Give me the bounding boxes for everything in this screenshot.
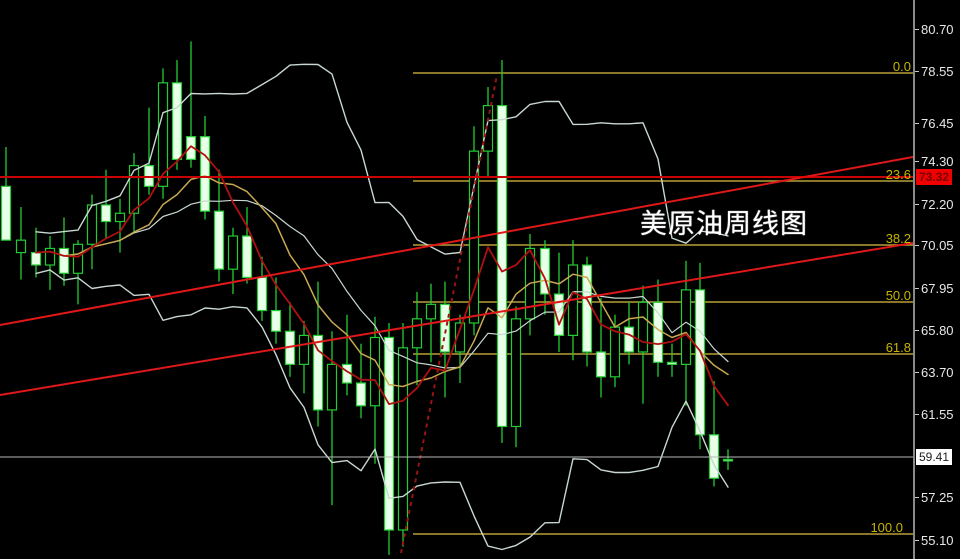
- chart-canvas: [0, 41, 913, 555]
- candle-body[interactable]: [15, 239, 27, 254]
- candle-body[interactable]: [143, 165, 155, 187]
- candle-body[interactable]: [241, 235, 253, 279]
- candlestick-series: [0, 41, 734, 555]
- axis-tick-mark: [915, 414, 919, 415]
- axis-tick-mark: [915, 161, 919, 162]
- axis-tick-mark: [915, 204, 919, 205]
- candle-body[interactable]: [44, 247, 56, 266]
- axis-tick-label: 57.25: [921, 490, 954, 505]
- candle-body[interactable]: [369, 336, 381, 407]
- candle-body[interactable]: [199, 136, 211, 212]
- bollinger-lower-band-line: [35, 269, 729, 551]
- candle-body[interactable]: [270, 309, 282, 332]
- trendline-rising-support-lower[interactable]: [0, 242, 913, 396]
- axis-tick-label: 55.10: [921, 533, 954, 548]
- candle-body[interactable]: [383, 336, 395, 531]
- fib-ratio-label-38-2: 38.2: [885, 231, 911, 246]
- moving-average-tan-line: [49, 175, 729, 388]
- axis-tick-mark: [915, 288, 919, 289]
- candle-body[interactable]: [185, 136, 197, 161]
- candle-body[interactable]: [326, 363, 338, 411]
- candle-body[interactable]: [666, 361, 678, 365]
- axis-tick-mark: [915, 330, 919, 331]
- candle-body[interactable]: [510, 318, 522, 428]
- axis-tick-mark: [915, 71, 919, 72]
- axis-tick-label: 70.05: [921, 238, 954, 253]
- axis-tick-mark: [915, 29, 919, 30]
- chart-plot-area[interactable]: [0, 0, 913, 559]
- axis-tick-mark: [915, 123, 919, 124]
- candle-body[interactable]: [227, 235, 239, 270]
- candle-body[interactable]: [425, 303, 437, 320]
- candle-body[interactable]: [128, 165, 140, 214]
- candle-body[interactable]: [411, 318, 423, 349]
- candle-body[interactable]: [623, 326, 635, 353]
- candle-body[interactable]: [171, 82, 183, 161]
- candle-body[interactable]: [114, 212, 126, 223]
- current-price-tag[interactable]: 73.32: [916, 169, 953, 185]
- trendline-rising-support-upper[interactable]: [0, 156, 913, 326]
- candle-body[interactable]: [157, 82, 169, 187]
- trendline-steep-rally-dotted[interactable]: [400, 74, 498, 554]
- candle-body[interactable]: [213, 210, 225, 270]
- bollinger-middle-band-line: [35, 199, 729, 369]
- candle-body[interactable]: [496, 104, 508, 428]
- candle-body[interactable]: [680, 289, 692, 365]
- fib-ratio-label-100-0: 100.0: [870, 520, 903, 535]
- price-axis[interactable]: 80.70 78.55 76.45 74.30 72.20 70.05 67.95 65.80…: [913, 0, 960, 559]
- fib-ratio-label-61-8: 61.8: [885, 340, 911, 355]
- fib-ratio-label-50-0: 50.0: [885, 288, 911, 303]
- candle-body[interactable]: [722, 458, 734, 462]
- candle-body[interactable]: [482, 104, 494, 152]
- axis-tick-mark: [915, 497, 919, 498]
- candle-body[interactable]: [100, 204, 112, 223]
- candle-body[interactable]: [0, 185, 12, 241]
- candle-body[interactable]: [256, 276, 268, 312]
- candle-body[interactable]: [355, 382, 367, 407]
- close-price-tag[interactable]: 59.41: [916, 449, 953, 465]
- axis-tick-label: 74.30: [921, 154, 954, 169]
- chart-annotation-label: 美原油周线图: [640, 209, 808, 240]
- candle-body[interactable]: [637, 301, 649, 353]
- axis-tick-mark: [915, 540, 919, 541]
- candle-body[interactable]: [58, 247, 70, 274]
- candle-body[interactable]: [652, 301, 664, 363]
- candle-body[interactable]: [694, 289, 706, 436]
- candle-body[interactable]: [454, 322, 466, 353]
- candle-body[interactable]: [609, 326, 621, 378]
- fib-ratio-label-0-0: 0.0: [892, 59, 911, 74]
- axis-tick-label: 61.55: [921, 407, 954, 422]
- axis-tick-mark: [915, 372, 919, 373]
- candle-body[interactable]: [30, 251, 42, 266]
- axis-tick-label: 63.70: [921, 365, 954, 380]
- candle-body[interactable]: [595, 351, 607, 378]
- axis-tick-label: 65.80: [921, 323, 954, 338]
- axis-tick-label: 72.20: [921, 197, 954, 212]
- candle-body[interactable]: [298, 334, 310, 365]
- moving-average-red-line: [35, 145, 729, 407]
- axis-tick-label: 67.95: [921, 281, 954, 296]
- fib-ratio-label-23-6: 23.6: [885, 167, 911, 182]
- axis-tick-label: 76.45: [921, 116, 954, 131]
- candle-body[interactable]: [312, 334, 324, 411]
- candle-body[interactable]: [397, 347, 409, 531]
- candle-body[interactable]: [439, 303, 451, 353]
- bollinger-upper-band-line: [35, 63, 729, 255]
- axis-tick-mark: [915, 245, 919, 246]
- axis-tick-label: 80.70: [921, 22, 954, 37]
- axis-tick-label: 78.55: [921, 64, 954, 79]
- candle-body[interactable]: [72, 243, 84, 274]
